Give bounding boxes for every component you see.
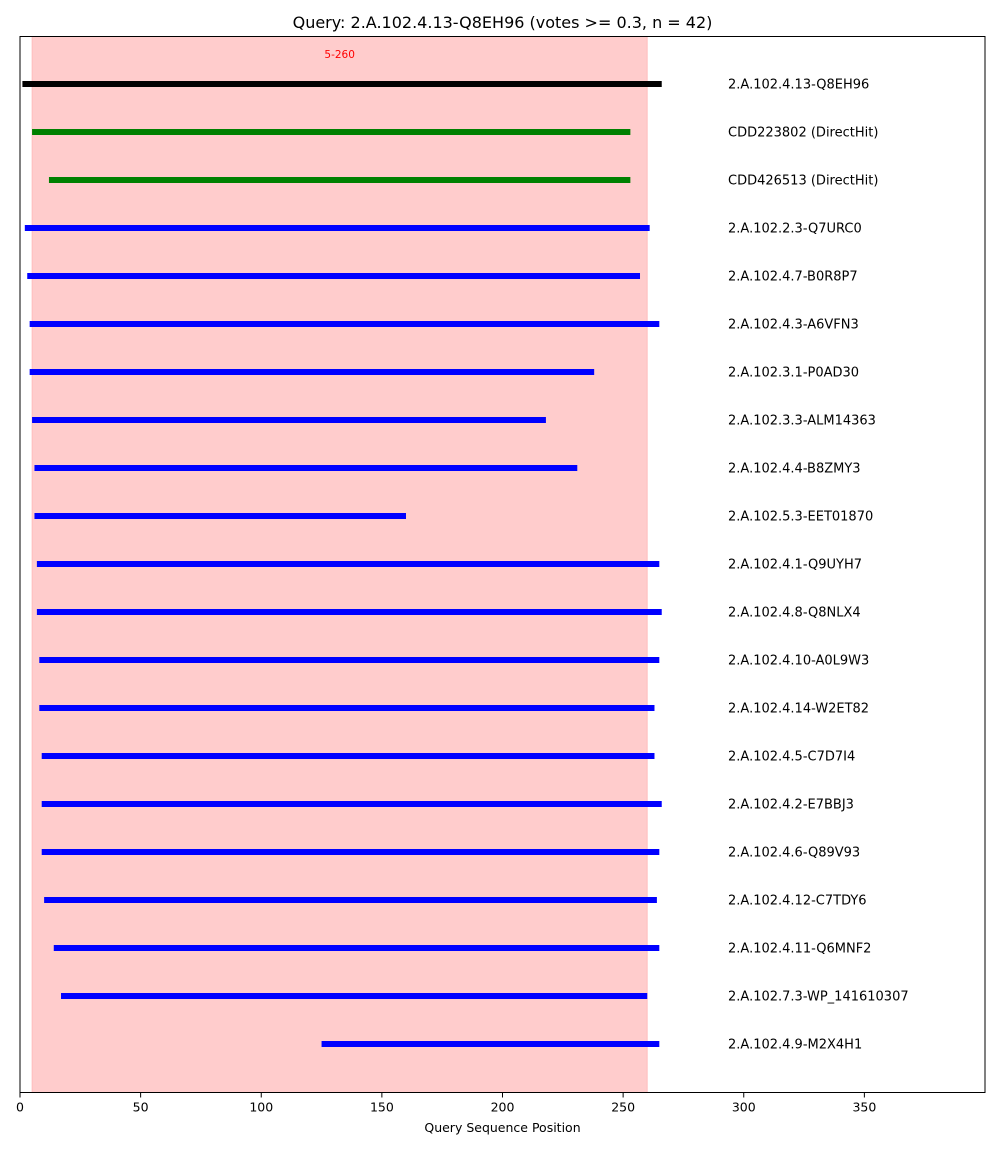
segment-label: 2.A.102.4.9-M2X4H1: [728, 1038, 862, 1053]
segment-label: 2.A.102.7.3-WP_141610307: [728, 990, 909, 1005]
x-tick-label: 250: [611, 1100, 635, 1115]
segment-label: 2.A.102.4.6-Q89V93: [728, 846, 860, 861]
segment-label: 2.A.102.4.13-Q8EH96: [728, 78, 869, 93]
chart-title: Query: 2.A.102.4.13-Q8EH96 (votes >= 0.3…: [293, 13, 713, 32]
plot-area: 5-260 2.A.102.4.13-Q8EH96 CDD223802 (Direc…: [22, 36, 909, 1093]
segment-label: 2.A.102.5.3-EET01870: [728, 510, 873, 525]
segment-label: 2.A.102.4.8-Q8NLX4: [728, 606, 861, 621]
segment-label: 2.A.102.4.7-B0R8P7: [728, 270, 858, 285]
segment-label: 2.A.102.4.3-A6VFN3: [728, 318, 859, 333]
segment-label: CDD223802 (DirectHit): [728, 126, 878, 141]
x-tick-label: 100: [249, 1100, 273, 1115]
segment-label: 2.A.102.3.1-P0AD30: [728, 366, 859, 381]
segment-label: 2.A.102.4.5-C7D7I4: [728, 750, 855, 765]
segment-label: 2.A.102.4.12-C7TDY6: [728, 894, 867, 909]
x-tick-label: 200: [491, 1100, 515, 1115]
x-tick-label: 50: [133, 1100, 149, 1115]
highlight-region-label: 5-260: [324, 49, 355, 61]
x-tick-label: 0: [16, 1100, 24, 1115]
segment-label: CDD426513 (DirectHit): [728, 174, 878, 189]
x-axis-label: Query Sequence Position: [424, 1120, 580, 1135]
x-tick-label: 300: [732, 1100, 756, 1115]
segment-label: 2.A.102.4.10-A0L9W3: [728, 654, 869, 669]
segment-label: 2.A.102.4.2-E7BBJ3: [728, 798, 854, 813]
segment-label: 2.A.102.2.3-Q7URC0: [728, 222, 862, 237]
segment-label: 2.A.102.3.3-ALM14363: [728, 414, 876, 429]
segment-label: 2.A.102.4.11-Q6MNF2: [728, 942, 871, 957]
segment-label: 2.A.102.4.1-Q9UYH7: [728, 558, 862, 573]
segment-label: 2.A.102.4.14-W2ET82: [728, 702, 869, 717]
x-tick-label: 350: [852, 1100, 876, 1115]
x-tick-label: 150: [370, 1100, 394, 1115]
x-axis: 0 50 100 150 200 250 300 350: [16, 1092, 876, 1115]
segment-label: 2.A.102.4.4-B8ZMY3: [728, 462, 861, 477]
